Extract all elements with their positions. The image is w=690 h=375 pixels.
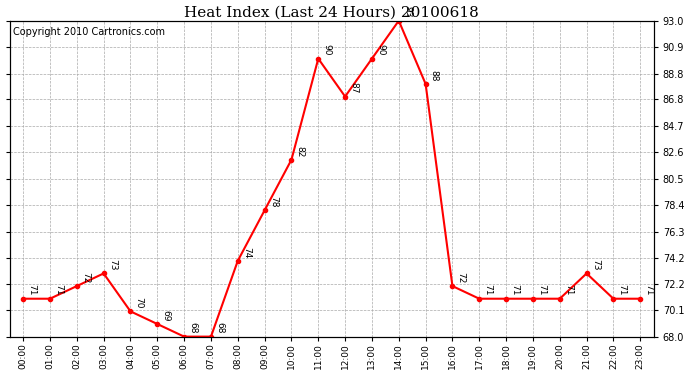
Text: 71: 71 [54,285,63,296]
Text: 93: 93 [403,6,412,18]
Text: Copyright 2010 Cartronics.com: Copyright 2010 Cartronics.com [13,27,165,37]
Text: 73: 73 [108,259,117,271]
Text: 72: 72 [457,272,466,283]
Text: 68: 68 [188,322,197,334]
Text: 70: 70 [135,297,144,309]
Text: 71: 71 [564,285,573,296]
Text: 73: 73 [591,259,600,271]
Text: 71: 71 [511,285,520,296]
Text: 71: 71 [28,285,37,296]
Text: 74: 74 [242,247,251,258]
Text: 78: 78 [269,196,278,207]
Text: 68: 68 [215,322,224,334]
Text: 90: 90 [322,44,331,56]
Text: 71: 71 [484,285,493,296]
Text: 82: 82 [295,146,304,157]
Text: 71: 71 [644,285,653,296]
Text: 87: 87 [349,82,358,94]
Title: Heat Index (Last 24 Hours) 20100618: Heat Index (Last 24 Hours) 20100618 [184,6,479,20]
Text: 90: 90 [376,44,385,56]
Text: 71: 71 [618,285,627,296]
Text: 88: 88 [430,70,439,81]
Text: 69: 69 [161,310,170,321]
Text: 72: 72 [81,272,90,283]
Text: 71: 71 [537,285,546,296]
